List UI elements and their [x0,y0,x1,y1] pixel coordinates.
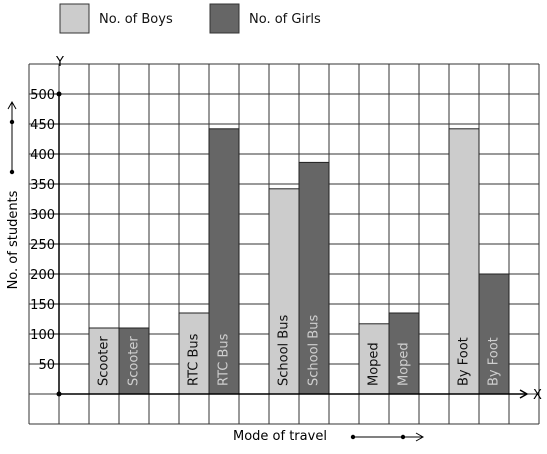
bar [388,312,420,395]
y-tick-label: 450 [30,118,55,133]
bar-label: School Bus [277,315,292,386]
bar-label: Moped [397,342,412,386]
x-axis-letter: X [533,388,542,403]
y-tick-label: 400 [30,148,55,163]
bar [208,128,240,395]
legend-swatch [59,3,90,34]
bar-label: By Foot [487,337,502,386]
x-axis-arrowhead [519,389,529,399]
bar-label: School Bus [307,315,322,386]
legend-swatch [209,3,240,34]
y-direction-dot [9,169,15,175]
bar [268,188,300,395]
y-axis-title: No. of students [6,190,21,289]
bar [88,327,120,395]
bar [178,312,210,395]
bar [358,323,390,395]
bar-label: Moped [367,342,382,386]
bar [118,327,150,395]
bar [298,161,330,395]
y-tick-label: 300 [30,208,55,223]
y-tick-label: 200 [30,268,55,283]
y-tick-label: 250 [30,238,55,253]
y-tick-label: 150 [30,298,55,313]
bar-label: Scooter [127,336,142,386]
x-direction-arrowhead [415,432,425,442]
y-direction-dot [9,119,15,125]
y-tick-label: 100 [30,328,55,343]
y-direction-arrowhead [7,100,17,110]
bar [448,128,480,395]
y-tick-label: 350 [30,178,55,193]
x-direction-dot [350,434,356,440]
legend-label: No. of Girls [249,12,321,27]
bar-label: RTC Bus [187,333,202,386]
bar-label: Scooter [97,336,112,386]
y-tick-label: 50 [38,358,55,373]
y-axis-letter: Y [55,55,64,70]
bar-label: RTC Bus [217,333,232,386]
x-axis-title: Mode of travel [233,429,327,444]
y-tick-label: 500 [30,88,55,103]
legend-label: No. of Boys [99,12,173,27]
bar-label: By Foot [457,337,472,386]
x-direction-dot [400,434,406,440]
bar [478,273,510,395]
